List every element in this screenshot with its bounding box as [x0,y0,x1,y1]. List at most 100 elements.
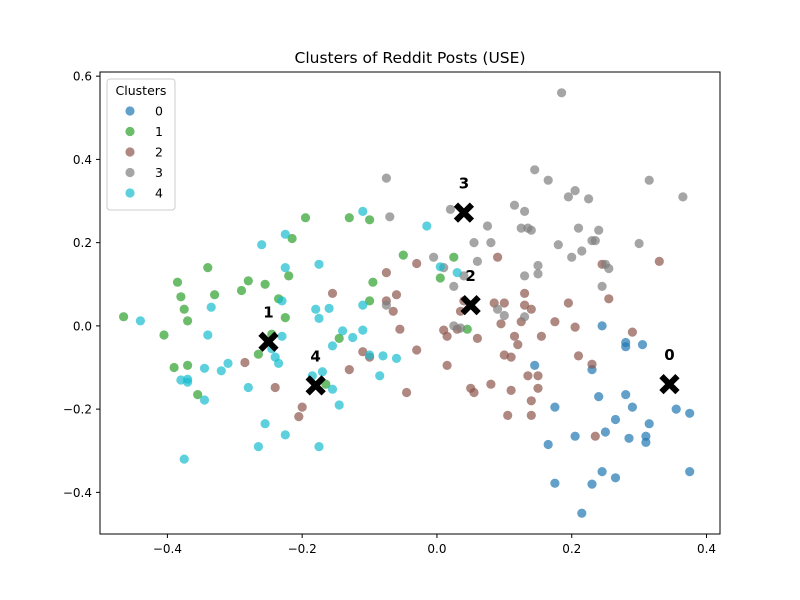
data-point-cluster-2 [381,268,391,278]
data-point-cluster-4 [206,302,216,312]
chart-title: Clusters of Reddit Posts (USE) [295,49,526,67]
data-point-cluster-1 [203,263,213,273]
data-point-cluster-1 [169,362,179,373]
y-tick-label: 0.2 [73,236,92,250]
data-point-cluster-1 [462,324,472,334]
data-point-cluster-3 [584,194,594,204]
data-point-cluster-4 [277,331,287,341]
data-point-cluster-0 [644,419,654,429]
centroid-x-mark [453,202,475,223]
data-point-cluster-2 [486,379,496,389]
data-point-cluster-1 [334,333,344,343]
data-point-cluster-4 [375,371,385,381]
data-point-cluster-2 [526,396,536,406]
data-point-cluster-2 [513,340,523,350]
centroid-label-3: 3 [459,175,469,193]
data-point-cluster-0 [550,402,560,412]
data-point-cluster-2 [526,410,536,420]
data-point-cluster-1 [284,271,294,281]
centroid-marker-2 [460,294,481,316]
data-point-cluster-0 [637,340,648,350]
data-point-cluster-1 [243,276,253,286]
data-point-cluster-1 [260,279,270,289]
data-point-cluster-1 [119,312,129,322]
data-point-cluster-4 [317,367,327,377]
data-point-cluster-1 [183,360,193,370]
data-point-cluster-4 [435,262,445,272]
data-point-cluster-0 [594,392,604,402]
data-point-cluster-3 [516,223,526,233]
data-point-cluster-3 [486,238,496,248]
data-point-cluster-0 [570,431,580,441]
data-point-cluster-1 [321,379,331,389]
data-point-cluster-4 [314,259,324,269]
data-point-cluster-2 [506,385,516,395]
data-point-cluster-1 [176,292,186,302]
data-point-cluster-3 [543,175,553,185]
data-point-cluster-2 [550,317,560,327]
data-point-cluster-2 [503,410,513,420]
centroid-x-mark [659,374,680,395]
data-point-cluster-1 [365,215,375,225]
plot-frame [99,71,721,535]
data-point-cluster-2 [270,382,280,393]
data-point-cluster-3 [493,304,503,314]
data-point-cluster-3 [567,252,577,262]
data-point-cluster-0 [597,467,607,477]
data-point-cluster-4 [452,268,462,278]
data-point-cluster-2 [469,387,479,398]
data-point-cluster-2 [536,331,547,341]
data-point-cluster-2 [472,333,482,343]
data-point-cluster-0 [597,321,607,331]
data-point-cluster-2 [526,304,536,314]
data-point-cluster-2 [391,290,402,300]
data-point-cluster-2 [294,412,304,422]
axes-layer: −0.4 −0.2 0.0 0.2 0.4 −0.4 −0.2 0.0 0.2 0.4 0.6 [63,70,721,556]
centroid-marker-0 [659,374,680,395]
data-point-cluster-3 [381,300,391,310]
legend-marker-4 [125,188,135,198]
data-point-cluster-2 [570,322,580,332]
data-point-cluster-3 [520,206,530,216]
data-point-cluster-2 [412,345,422,355]
data-point-cluster-3 [604,263,614,274]
data-point-cluster-3 [563,192,574,202]
data-point-cluster-3 [570,186,580,196]
data-point-cluster-4 [365,350,375,360]
data-point-cluster-4 [358,300,368,310]
centroid-marker-4 [305,375,326,396]
legend-entry-3: 3 [155,165,163,180]
data-point-cluster-0 [530,360,540,370]
data-point-cluster-0 [587,479,597,489]
data-point-cluster-2 [573,351,584,361]
data-point-cluster-2 [358,347,368,357]
x-tick-label: 0.2 [562,542,581,556]
data-point-cluster-2 [412,258,422,269]
data-point-cluster-3 [526,225,536,235]
data-point-cluster-3 [533,269,543,279]
data-point-cluster-4 [280,229,290,239]
data-point-cluster-3 [385,212,395,222]
y-tick-label: 0.4 [73,153,92,167]
legend-marker-3 [125,167,135,178]
centroid-marker-3 [453,202,475,223]
data-point-cluster-0 [600,427,611,437]
legend-entry-1: 1 [155,124,163,139]
data-point-cluster-4 [338,326,348,336]
data-point-cluster-4 [327,341,338,351]
data-point-cluster-2 [442,331,452,341]
data-point-cluster-1 [172,277,183,287]
centroid-label-4: 4 [310,347,320,365]
data-point-cluster-1 [159,330,169,340]
data-point-cluster-3 [533,260,543,271]
data-point-cluster-0 [610,473,621,483]
data-point-cluster-0 [543,439,553,450]
data-point-cluster-3 [644,175,654,185]
data-point-cluster-4 [274,358,284,368]
data-point-cluster-2 [523,371,533,381]
data-point-cluster-3 [520,271,530,281]
legend-marker-2 [125,147,135,157]
data-point-cluster-4 [199,395,210,405]
data-point-cluster-4 [223,358,233,368]
data-point-cluster-2 [604,294,614,304]
